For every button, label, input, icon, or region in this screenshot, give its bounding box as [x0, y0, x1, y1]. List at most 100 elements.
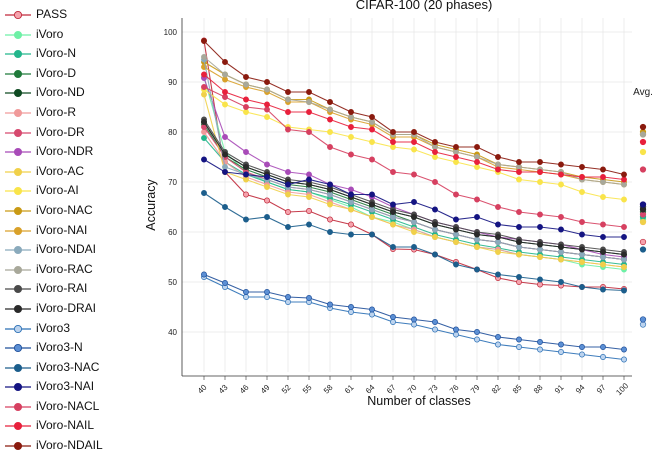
legend-item: iVoro-NDAIL [0, 437, 140, 457]
data-point [201, 119, 207, 125]
data-point [327, 99, 333, 105]
legend-item: iVoro3 [0, 320, 140, 340]
legend-swatch [5, 324, 31, 333]
data-point [285, 209, 291, 215]
data-point [621, 176, 627, 183]
data-point [390, 214, 396, 220]
data-point [222, 164, 228, 170]
data-point [432, 179, 438, 185]
data-point [327, 106, 333, 113]
data-point [390, 201, 396, 208]
legend-swatch [5, 285, 31, 294]
legend-item: PASS [0, 6, 140, 26]
data-point [495, 334, 501, 340]
data-point [495, 234, 501, 240]
data-point [327, 191, 333, 198]
avg-point [639, 138, 647, 146]
data-point [432, 221, 438, 228]
data-point [516, 279, 522, 285]
data-point [516, 164, 522, 170]
legend-label: iVoro [36, 26, 64, 41]
data-point [264, 214, 270, 220]
x-tick-label: 52 [280, 383, 293, 396]
data-point [453, 326, 459, 333]
legend-swatch [5, 50, 31, 59]
data-point [264, 79, 270, 85]
x-tick-label: 46 [238, 383, 251, 396]
data-point [621, 234, 627, 240]
legend-swatch [5, 10, 31, 20]
data-point [558, 226, 564, 233]
legend-item: iVoro3-NAI [0, 378, 140, 398]
data-point [285, 191, 291, 198]
data-point [348, 199, 354, 205]
data-point [411, 219, 417, 225]
data-point [390, 221, 396, 228]
data-point [306, 194, 312, 200]
data-point [243, 191, 249, 198]
data-point [516, 209, 522, 215]
data-point [621, 171, 627, 178]
legend-swatch [5, 206, 31, 215]
data-point [411, 199, 417, 205]
data-point [453, 144, 459, 150]
data-point [285, 299, 291, 305]
data-point [348, 231, 354, 238]
series-ivoro3-nai [201, 156, 627, 240]
data-point [474, 244, 480, 250]
data-point [600, 286, 606, 293]
legend-item: iVoro-AC [0, 163, 140, 183]
data-point [537, 169, 543, 175]
data-point [285, 224, 291, 230]
data-point [516, 176, 522, 183]
data-point [432, 139, 438, 145]
avg-point [639, 166, 647, 173]
y-tick-label: 60 [168, 228, 177, 237]
data-point [579, 231, 585, 238]
legend-marker [13, 30, 23, 39]
legend-item: iVoro-D [0, 65, 140, 85]
data-point [537, 281, 543, 288]
data-point [600, 354, 606, 360]
data-point [537, 179, 543, 185]
data-point [348, 304, 354, 310]
legend-marker [13, 402, 23, 411]
data-point [411, 316, 417, 323]
data-point [474, 214, 480, 220]
legend-marker [13, 383, 23, 392]
x-tick-label: 94 [574, 383, 587, 396]
data-point [432, 149, 438, 155]
data-point [516, 274, 522, 280]
data-point [516, 159, 522, 165]
legend-marker [13, 285, 23, 294]
data-point [474, 236, 480, 243]
data-point [222, 59, 228, 65]
data-point [243, 96, 249, 103]
legend-swatch [5, 108, 31, 118]
data-point [306, 295, 312, 301]
legend-swatch [5, 226, 31, 235]
legend-item: iVoro3-NAC [0, 359, 140, 379]
legend-label: iVoro-RAC [36, 261, 93, 276]
data-point [411, 214, 417, 220]
legend-swatch [5, 402, 31, 411]
data-point [264, 197, 270, 204]
legend-item: iVoro-RAI [0, 280, 140, 300]
data-point [306, 221, 312, 228]
data-point [243, 109, 249, 115]
legend-label: iVoro3-NAI [36, 379, 95, 394]
avg-point [639, 316, 647, 323]
series-ivoro-ai [201, 86, 627, 203]
x-tick-label: 100 [614, 381, 630, 397]
legend-item: iVoro-AI [0, 182, 140, 202]
legend-swatch [5, 89, 31, 98]
legend-marker [13, 128, 23, 137]
data-point [369, 126, 375, 133]
data-point [558, 161, 564, 168]
legend-label: iVoro-NAIL [36, 418, 95, 433]
data-point [537, 254, 543, 260]
legend-swatch [5, 442, 31, 451]
x-tick-label: 79 [469, 383, 482, 396]
data-point [348, 221, 354, 228]
data-point [369, 231, 375, 238]
